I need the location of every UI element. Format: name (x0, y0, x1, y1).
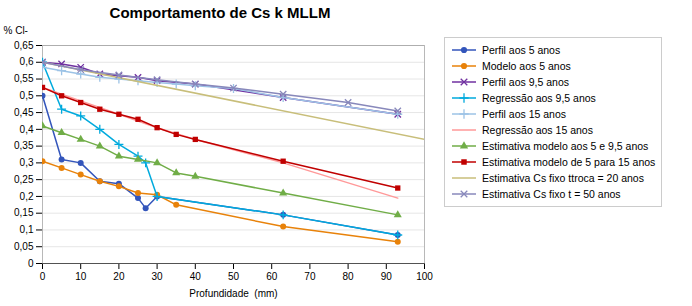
svg-text:20: 20 (113, 271, 125, 282)
html-text:Estimativa modelo de 5 para 15: Estimativa modelo de 5 para 15 anos (482, 156, 656, 168)
svg-text:60: 60 (266, 271, 278, 282)
svg-text:0,1: 0,1 (20, 224, 34, 235)
html-text:Perfil aos 9,5 anos: Perfil aos 9,5 anos (482, 76, 569, 88)
html-text:Comportamento de Cs k MLLM: Comportamento de Cs k MLLM (109, 4, 331, 21)
svg-text:0,65: 0,65 (14, 40, 34, 51)
svg-text:0,4: 0,4 (20, 124, 34, 135)
svg-text:50: 50 (228, 271, 240, 282)
html-text:Estimativa Cs fixo t = 50 anos: Estimativa Cs fixo t = 50 anos (482, 188, 621, 200)
html-text:Perfil aos 15 anos: Perfil aos 15 anos (482, 108, 567, 120)
html-text:Perfil aos 5 anos: Perfil aos 5 anos (482, 44, 561, 56)
svg-text:0,55: 0,55 (14, 73, 34, 84)
svg-text:40: 40 (190, 271, 202, 282)
svg-text:70: 70 (304, 271, 316, 282)
svg-text:0: 0 (28, 258, 34, 269)
svg-text:0,35: 0,35 (14, 140, 34, 151)
svg-text:0,45: 0,45 (14, 107, 34, 118)
svg-text:% Cl-: % Cl- (4, 25, 28, 36)
svg-text:0: 0 (40, 271, 46, 282)
svg-text:0,3: 0,3 (20, 157, 34, 168)
svg-text:0,25: 0,25 (14, 174, 34, 185)
svg-text:0,5: 0,5 (20, 90, 34, 101)
svg-text:90: 90 (381, 271, 393, 282)
html-text:Estimativa modelo aos 5 e 9,5: Estimativa modelo aos 5 e 9,5 anos (482, 140, 649, 152)
svg-text:0,2: 0,2 (20, 191, 34, 202)
html-text:Regressão aos 9,5 anos: Regressão aos 9,5 anos (482, 92, 596, 104)
svg-text:10: 10 (75, 271, 87, 282)
svg-text:100: 100 (416, 271, 433, 282)
html-text:Modelo aos 5 anos: Modelo aos 5 anos (482, 60, 571, 72)
svg-text:Profundidade (mm): Profundidade (mm) (189, 288, 277, 299)
html-text:Estimativa Cs fixo ttroca = 20: Estimativa Cs fixo ttroca = 20 anos (482, 172, 644, 184)
svg-text:80: 80 (343, 271, 355, 282)
html-text:Regressão aos 15 anos: Regressão aos 15 anos (482, 124, 593, 136)
svg-text:30: 30 (152, 271, 164, 282)
svg-text:0,05: 0,05 (14, 241, 34, 252)
svg-text:0,6: 0,6 (20, 56, 34, 67)
svg-text:0,15: 0,15 (14, 207, 34, 218)
